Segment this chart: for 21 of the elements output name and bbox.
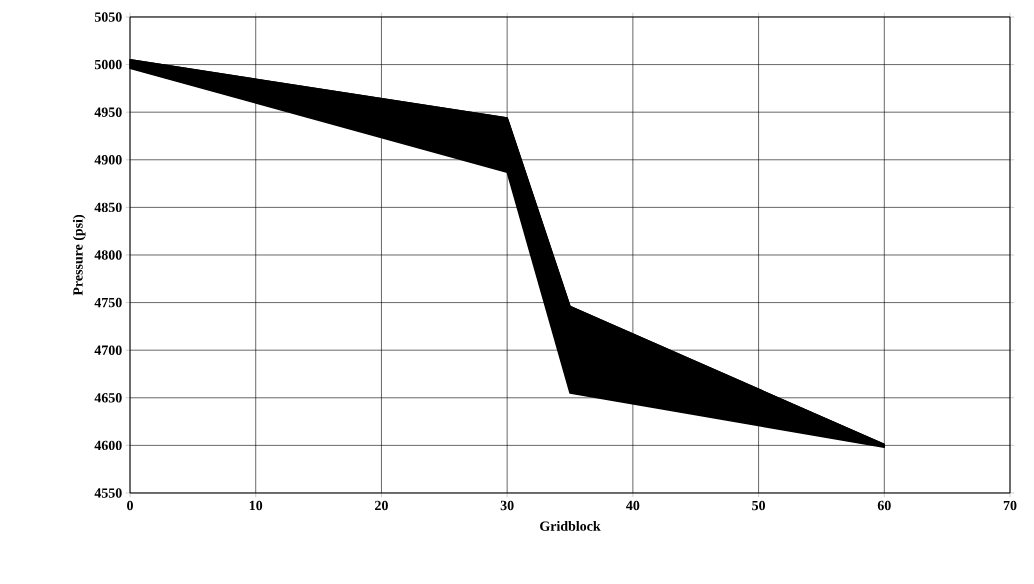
x-tick-label: 40 xyxy=(626,500,640,511)
x-tick-label: 50 xyxy=(752,500,766,511)
x-tick-label: 20 xyxy=(375,500,388,511)
x-axis-title: Gridblock xyxy=(540,521,601,531)
y-tick-label: 4600 xyxy=(94,440,122,451)
y-tick-label: 4650 xyxy=(94,393,122,403)
y-tick-label: 5050 xyxy=(94,12,122,22)
x-tick-label: 70 xyxy=(1003,500,1017,511)
x-tick-label: 0 xyxy=(127,500,133,511)
y-tick-label: 4550 xyxy=(94,488,122,498)
x-tick-label: 10 xyxy=(249,500,263,511)
y-tick-label: 4950 xyxy=(94,107,122,117)
y-tick-label: 4850 xyxy=(94,202,122,213)
y-tick-label: 4700 xyxy=(94,345,122,355)
y-tick-label: 4750 xyxy=(94,297,122,308)
y-tick-label: 4900 xyxy=(94,155,122,165)
x-tick-label: 60 xyxy=(877,500,891,511)
x-tick-label: 30 xyxy=(500,500,514,511)
y-tick-label: 5000 xyxy=(94,59,122,70)
y-tick-label: 4800 xyxy=(94,250,122,260)
y-axis-title: Pressure (psi) xyxy=(72,214,86,296)
